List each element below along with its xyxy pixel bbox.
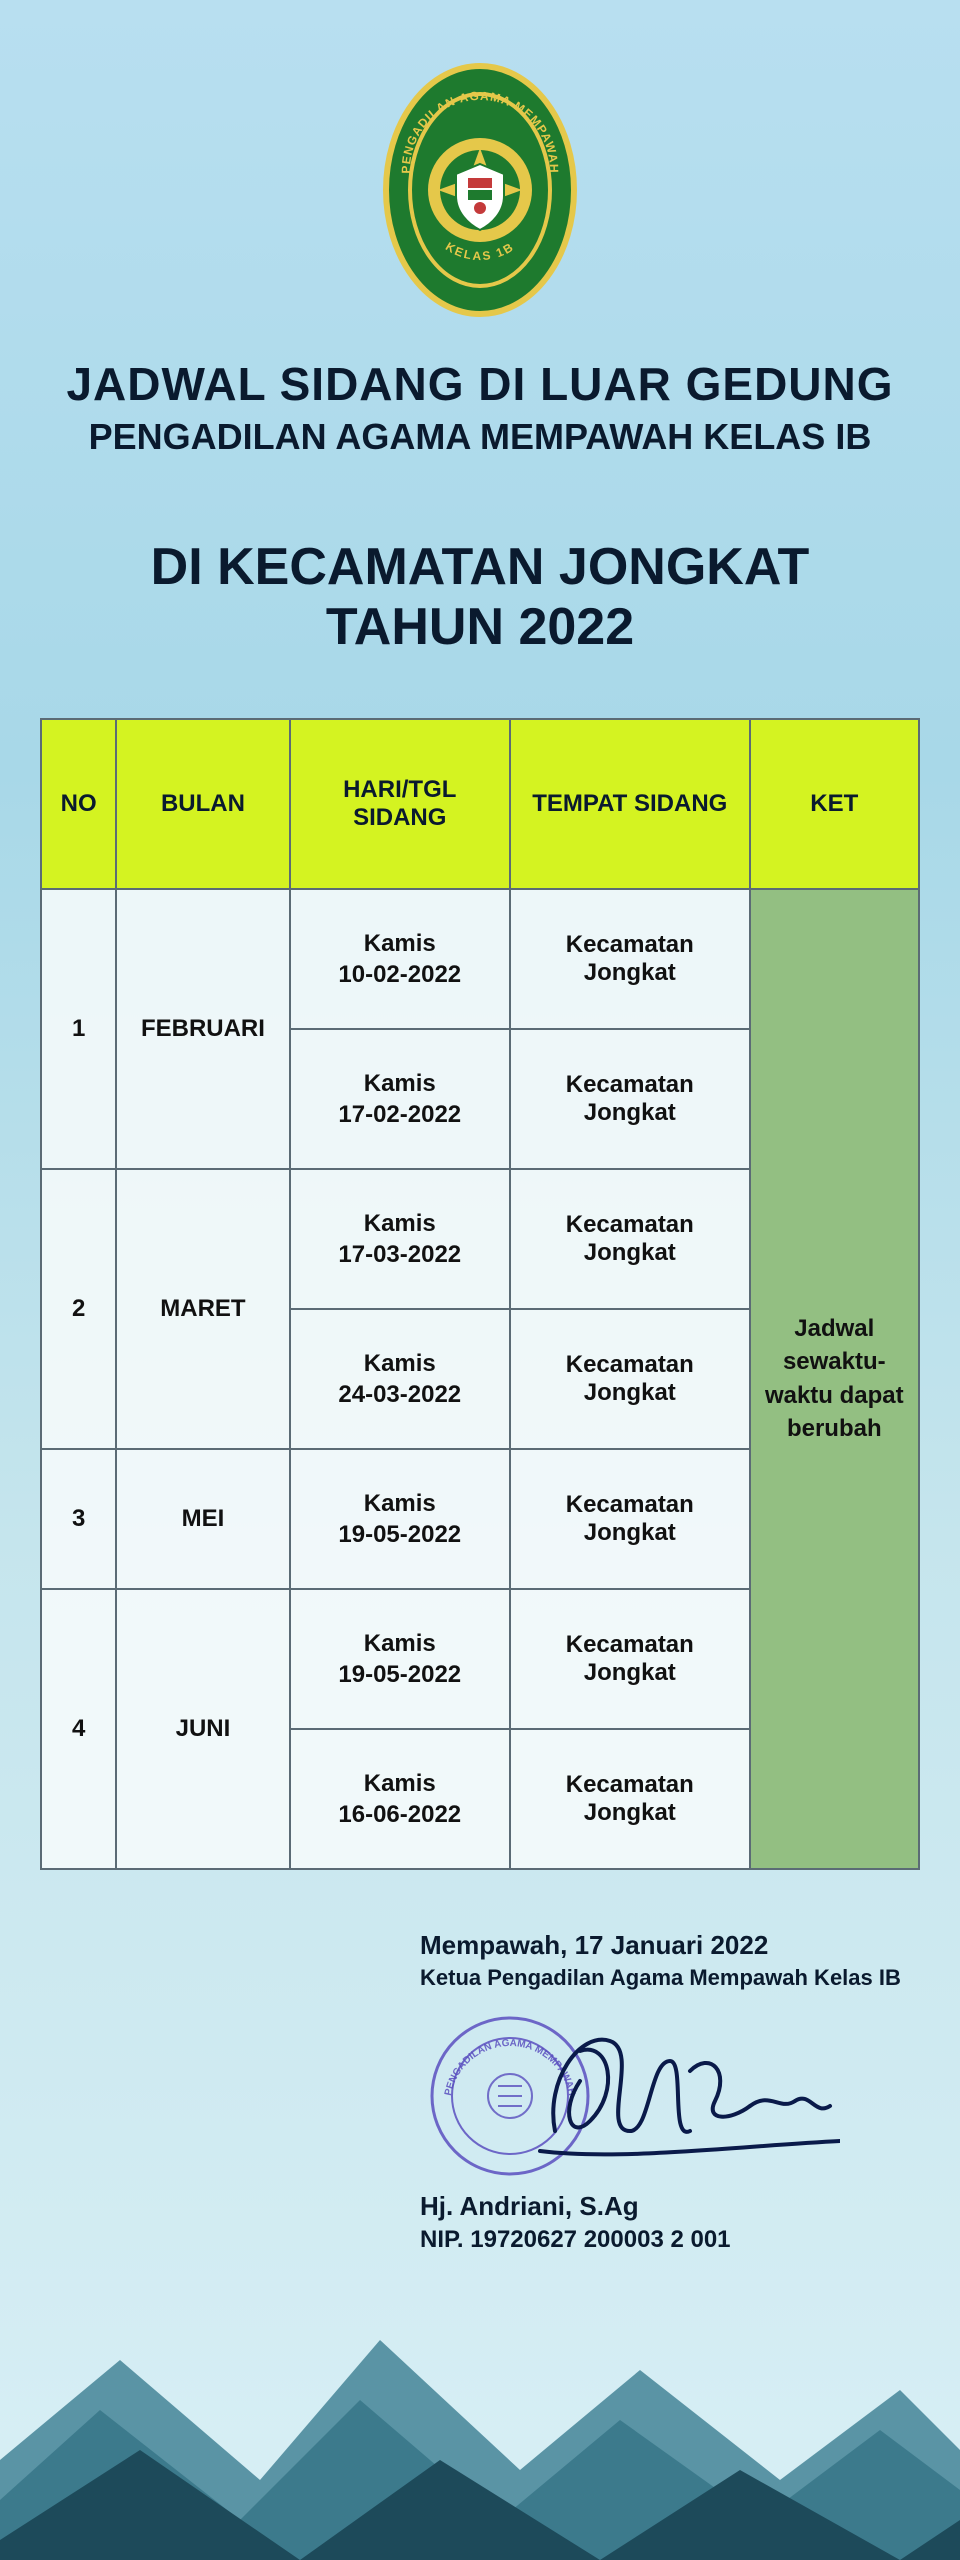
- logo-area: PENGADILAN AGAMA MEMPAWAH KELAS 1B: [0, 0, 960, 320]
- table-row: 1FEBRUARIKamis10-02-2022Kecamatan Jongka…: [41, 889, 919, 1029]
- cell-bulan: MEI: [116, 1449, 289, 1589]
- institution-logo: PENGADILAN AGAMA MEMPAWAH KELAS 1B: [380, 60, 580, 320]
- cell-tempat: Kecamatan Jongkat: [510, 1449, 750, 1589]
- cell-tempat: Kecamatan Jongkat: [510, 889, 750, 1029]
- signature-date: Mempawah, 17 Januari 2022: [420, 1930, 920, 1961]
- cell-hari-tgl: Kamis17-02-2022: [290, 1029, 510, 1169]
- cell-tempat: Kecamatan Jongkat: [510, 1309, 750, 1449]
- cell-hari-tgl: Kamis10-02-2022: [290, 889, 510, 1029]
- cell-tempat: Kecamatan Jongkat: [510, 1029, 750, 1169]
- schedule-table: NOBULANHARI/TGL SIDANGTEMPAT SIDANGKET 1…: [40, 718, 920, 1870]
- table-header-cell: KET: [750, 719, 919, 889]
- signature-scribble-icon: [540, 2040, 840, 2155]
- table-header-cell: NO: [41, 719, 116, 889]
- cell-tempat: Kecamatan Jongkat: [510, 1169, 750, 1309]
- cell-hari-tgl: Kamis17-03-2022: [290, 1169, 510, 1309]
- cell-bulan: JUNI: [116, 1589, 289, 1869]
- signature-block: Mempawah, 17 Januari 2022 Ketua Pengadil…: [40, 1930, 920, 2254]
- cell-no: 1: [41, 889, 116, 1169]
- cell-hari-tgl: Kamis16-06-2022: [290, 1729, 510, 1869]
- cell-tempat: Kecamatan Jongkat: [510, 1589, 750, 1729]
- mountains-decor: [0, 2240, 960, 2560]
- cell-hari-tgl: Kamis19-05-2022: [290, 1589, 510, 1729]
- cell-no: 4: [41, 1589, 116, 1869]
- signature-title: Ketua Pengadilan Agama Mempawah Kelas IB: [420, 1965, 920, 1991]
- table-header-cell: TEMPAT SIDANG: [510, 719, 750, 889]
- headline-line1: JADWAL SIDANG DI LUAR GEDUNG: [40, 360, 920, 408]
- subheadline: DI KECAMATAN JONGKAT TAHUN 2022: [0, 538, 960, 658]
- stamp-icon: PENGADILAN AGAMA MEMPAWAH: [432, 2018, 588, 2174]
- subhead-line2: TAHUN 2022: [0, 598, 960, 658]
- table-header-cell: HARI/TGL SIDANG: [290, 719, 510, 889]
- cell-bulan: FEBRUARI: [116, 889, 289, 1169]
- signature-name: Hj. Andriani, S.Ag: [420, 2191, 920, 2222]
- headline-line2: PENGADILAN AGAMA MEMPAWAH KELAS IB: [40, 416, 920, 458]
- subhead-line1: DI KECAMATAN JONGKAT: [0, 538, 960, 598]
- cell-hari-tgl: Kamis24-03-2022: [290, 1309, 510, 1449]
- cell-hari-tgl: Kamis19-05-2022: [290, 1449, 510, 1589]
- cell-ket: Jadwal sewaktu-waktu dapat berubah: [750, 889, 919, 1869]
- cell-bulan: MARET: [116, 1169, 289, 1449]
- table-header-row: NOBULANHARI/TGL SIDANGTEMPAT SIDANGKET: [41, 719, 919, 889]
- headline: JADWAL SIDANG DI LUAR GEDUNG PENGADILAN …: [0, 360, 960, 458]
- cell-tempat: Kecamatan Jongkat: [510, 1729, 750, 1869]
- table-header-cell: BULAN: [116, 719, 289, 889]
- cell-no: 2: [41, 1169, 116, 1449]
- cell-no: 3: [41, 1449, 116, 1589]
